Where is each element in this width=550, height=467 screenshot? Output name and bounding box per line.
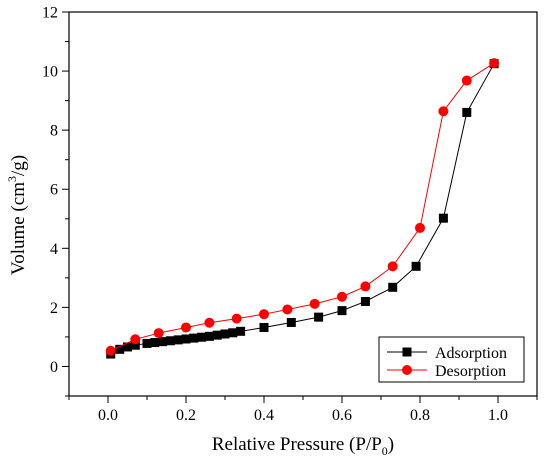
- data-point-desorption: [438, 106, 449, 117]
- series-layer: [105, 58, 500, 359]
- data-point-desorption: [415, 222, 425, 233]
- data-point-desorption: [231, 313, 242, 324]
- data-point-adsorption: [115, 344, 125, 354]
- y-tick-label: 6: [50, 182, 58, 199]
- data-point-desorption: [360, 281, 371, 292]
- data-point-adsorption: [286, 317, 296, 327]
- data-point-desorption: [153, 328, 164, 339]
- legend-label-adsorption: Adsorption: [435, 345, 507, 362]
- y-axis-title: Volume (cm3/g): [5, 155, 29, 275]
- legend-box: [378, 336, 525, 383]
- series-line-desorption: [110, 62, 495, 352]
- data-point-adsorption: [462, 107, 472, 117]
- data-point-adsorption: [228, 328, 238, 338]
- data-point-desorption: [489, 58, 500, 69]
- data-point-adsorption: [150, 338, 160, 348]
- data-point-adsorption: [259, 322, 269, 332]
- y-tick-label: 4: [50, 241, 58, 258]
- data-point-desorption: [130, 334, 141, 345]
- data-point-adsorption: [123, 342, 132, 352]
- data-point-desorption: [387, 261, 398, 272]
- x-tick-label: 0.8: [410, 407, 430, 424]
- data-point-desorption: [309, 298, 320, 309]
- legend: Adsorption Desorption: [378, 336, 525, 383]
- y-tick-label: 12: [42, 5, 58, 22]
- data-point-desorption: [181, 322, 191, 333]
- legend-label-desorption: Desorption: [435, 363, 506, 380]
- data-point-desorption: [259, 309, 269, 320]
- y-axis: 0 2 4 6 8 10 12: [42, 5, 69, 397]
- legend-marker-desorption: [402, 365, 412, 375]
- data-point-adsorption: [337, 306, 347, 316]
- data-point-adsorption: [189, 333, 199, 343]
- y-tick-label: 0: [50, 359, 58, 376]
- data-point-desorption: [105, 345, 116, 356]
- y-tick-label: 2: [50, 300, 58, 317]
- data-point-adsorption: [165, 336, 175, 346]
- data-point-adsorption: [438, 213, 448, 223]
- data-point-adsorption: [130, 340, 140, 350]
- data-point-adsorption: [388, 282, 398, 292]
- legend-marker-adsorption: [402, 347, 412, 357]
- data-point-adsorption: [236, 326, 246, 336]
- x-tick-label: 0.4: [254, 407, 274, 424]
- y-tick-label: 8: [50, 123, 58, 140]
- data-point-adsorption: [181, 334, 191, 344]
- data-point-desorption: [337, 291, 347, 302]
- data-point-adsorption: [142, 338, 152, 348]
- data-point-desorption: [282, 304, 293, 315]
- x-axis: 0.0 0.2 0.4 0.6 0.8 1.0: [68, 396, 538, 424]
- x-tick-label: 0.2: [176, 407, 196, 424]
- data-point-adsorption: [212, 330, 222, 340]
- data-point-adsorption: [173, 335, 183, 345]
- data-point-adsorption: [220, 329, 230, 339]
- data-point-adsorption: [158, 337, 168, 347]
- data-point-adsorption: [197, 332, 207, 342]
- data-point-adsorption: [204, 331, 214, 341]
- data-point-desorption: [204, 317, 215, 328]
- x-tick-label: 1.0: [488, 407, 508, 424]
- series-line-adsorption: [110, 63, 495, 355]
- x-tick-label: 0.0: [98, 407, 118, 424]
- data-point-desorption: [461, 75, 472, 86]
- data-point-adsorption: [411, 261, 421, 271]
- x-axis-title: Relative Pressure (P/P0): [212, 434, 394, 458]
- data-point-adsorption: [314, 312, 324, 322]
- y-tick-label: 10: [42, 64, 58, 81]
- data-point-adsorption: [360, 296, 370, 306]
- x-tick-label: 0.6: [332, 407, 352, 424]
